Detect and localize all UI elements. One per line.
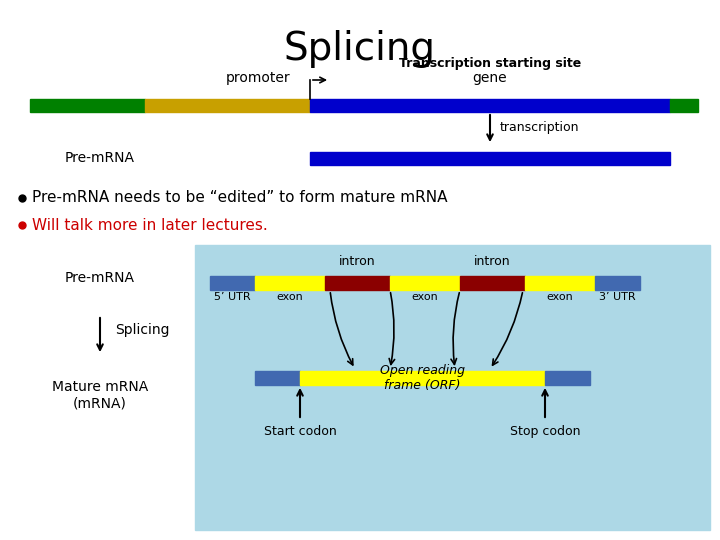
Bar	[195, 245, 710, 530]
Text: Splicing: Splicing	[284, 30, 436, 68]
Text: Transcription starting site: Transcription starting site	[399, 57, 581, 70]
Bar	[300, 371, 545, 385]
Bar	[255, 276, 325, 290]
Text: intron: intron	[474, 255, 510, 268]
Text: Mature mRNA
(mRNA): Mature mRNA (mRNA)	[52, 380, 148, 410]
Bar	[670, 99, 698, 112]
Text: Stop codon: Stop codon	[510, 425, 580, 438]
Bar	[545, 371, 590, 385]
Text: Will talk more in later lectures.: Will talk more in later lectures.	[32, 218, 268, 233]
Bar	[30, 99, 145, 112]
Bar	[525, 276, 595, 290]
Bar	[145, 99, 310, 112]
Text: gene: gene	[473, 71, 508, 85]
Text: exon: exon	[276, 292, 303, 302]
Text: Pre-mRNA needs to be “edited” to form mature mRNA: Pre-mRNA needs to be “edited” to form ma…	[32, 191, 448, 206]
Bar	[390, 276, 460, 290]
Text: 5’ UTR: 5’ UTR	[214, 292, 251, 302]
Text: 3’ UTR: 3’ UTR	[599, 292, 635, 302]
Text: Pre-mRNA: Pre-mRNA	[65, 151, 135, 165]
Text: Splicing: Splicing	[115, 323, 169, 337]
Bar	[595, 276, 640, 290]
Text: intron: intron	[338, 255, 375, 268]
Text: promoter: promoter	[225, 71, 290, 85]
Text: transcription: transcription	[500, 122, 580, 134]
Bar	[325, 276, 390, 290]
Text: Pre-mRNA: Pre-mRNA	[65, 271, 135, 285]
Text: exon: exon	[546, 292, 573, 302]
Bar	[460, 276, 525, 290]
Bar	[310, 99, 670, 112]
Bar	[310, 152, 670, 165]
Bar	[210, 276, 255, 290]
Text: exon: exon	[412, 292, 438, 302]
Text: Open reading
frame (ORF): Open reading frame (ORF)	[379, 364, 464, 392]
Bar	[255, 371, 300, 385]
Text: Start codon: Start codon	[264, 425, 336, 438]
